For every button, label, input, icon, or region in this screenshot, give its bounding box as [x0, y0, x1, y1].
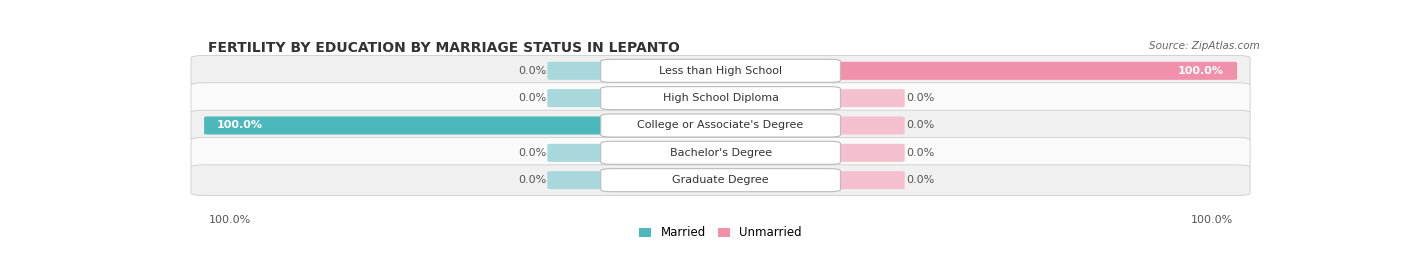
- Text: 0.0%: 0.0%: [905, 121, 934, 130]
- FancyBboxPatch shape: [825, 171, 904, 189]
- Text: FERTILITY BY EDUCATION BY MARRIAGE STATUS IN LEPANTO: FERTILITY BY EDUCATION BY MARRIAGE STATU…: [208, 41, 681, 55]
- Text: Bachelor's Degree: Bachelor's Degree: [669, 148, 772, 158]
- FancyBboxPatch shape: [600, 141, 841, 164]
- FancyBboxPatch shape: [191, 55, 1250, 86]
- FancyBboxPatch shape: [547, 62, 616, 80]
- FancyBboxPatch shape: [600, 114, 841, 137]
- Text: Source: ZipAtlas.com: Source: ZipAtlas.com: [1149, 41, 1260, 51]
- Text: 100.0%: 100.0%: [217, 121, 263, 130]
- Text: Less than High School: Less than High School: [659, 66, 782, 76]
- Text: 0.0%: 0.0%: [905, 93, 934, 103]
- FancyBboxPatch shape: [547, 171, 616, 189]
- FancyBboxPatch shape: [825, 62, 1237, 80]
- FancyBboxPatch shape: [191, 137, 1250, 168]
- FancyBboxPatch shape: [600, 169, 841, 192]
- FancyBboxPatch shape: [547, 144, 616, 162]
- Text: 100.0%: 100.0%: [1191, 215, 1233, 225]
- Text: College or Associate's Degree: College or Associate's Degree: [637, 121, 804, 130]
- Text: 0.0%: 0.0%: [517, 175, 546, 185]
- Text: 0.0%: 0.0%: [905, 175, 934, 185]
- FancyBboxPatch shape: [825, 89, 904, 107]
- Text: 0.0%: 0.0%: [517, 148, 546, 158]
- Text: 0.0%: 0.0%: [905, 148, 934, 158]
- FancyBboxPatch shape: [600, 87, 841, 110]
- FancyBboxPatch shape: [191, 165, 1250, 196]
- Text: 100.0%: 100.0%: [1178, 66, 1225, 76]
- Text: Graduate Degree: Graduate Degree: [672, 175, 769, 185]
- FancyBboxPatch shape: [191, 110, 1250, 141]
- FancyBboxPatch shape: [191, 83, 1250, 114]
- Legend: Married, Unmarried: Married, Unmarried: [634, 221, 807, 244]
- FancyBboxPatch shape: [204, 116, 616, 134]
- FancyBboxPatch shape: [600, 59, 841, 82]
- Text: 0.0%: 0.0%: [517, 93, 546, 103]
- Text: 100.0%: 100.0%: [208, 215, 250, 225]
- Text: High School Diploma: High School Diploma: [662, 93, 779, 103]
- Text: 0.0%: 0.0%: [517, 66, 546, 76]
- FancyBboxPatch shape: [825, 116, 904, 134]
- FancyBboxPatch shape: [547, 89, 616, 107]
- FancyBboxPatch shape: [825, 144, 904, 162]
